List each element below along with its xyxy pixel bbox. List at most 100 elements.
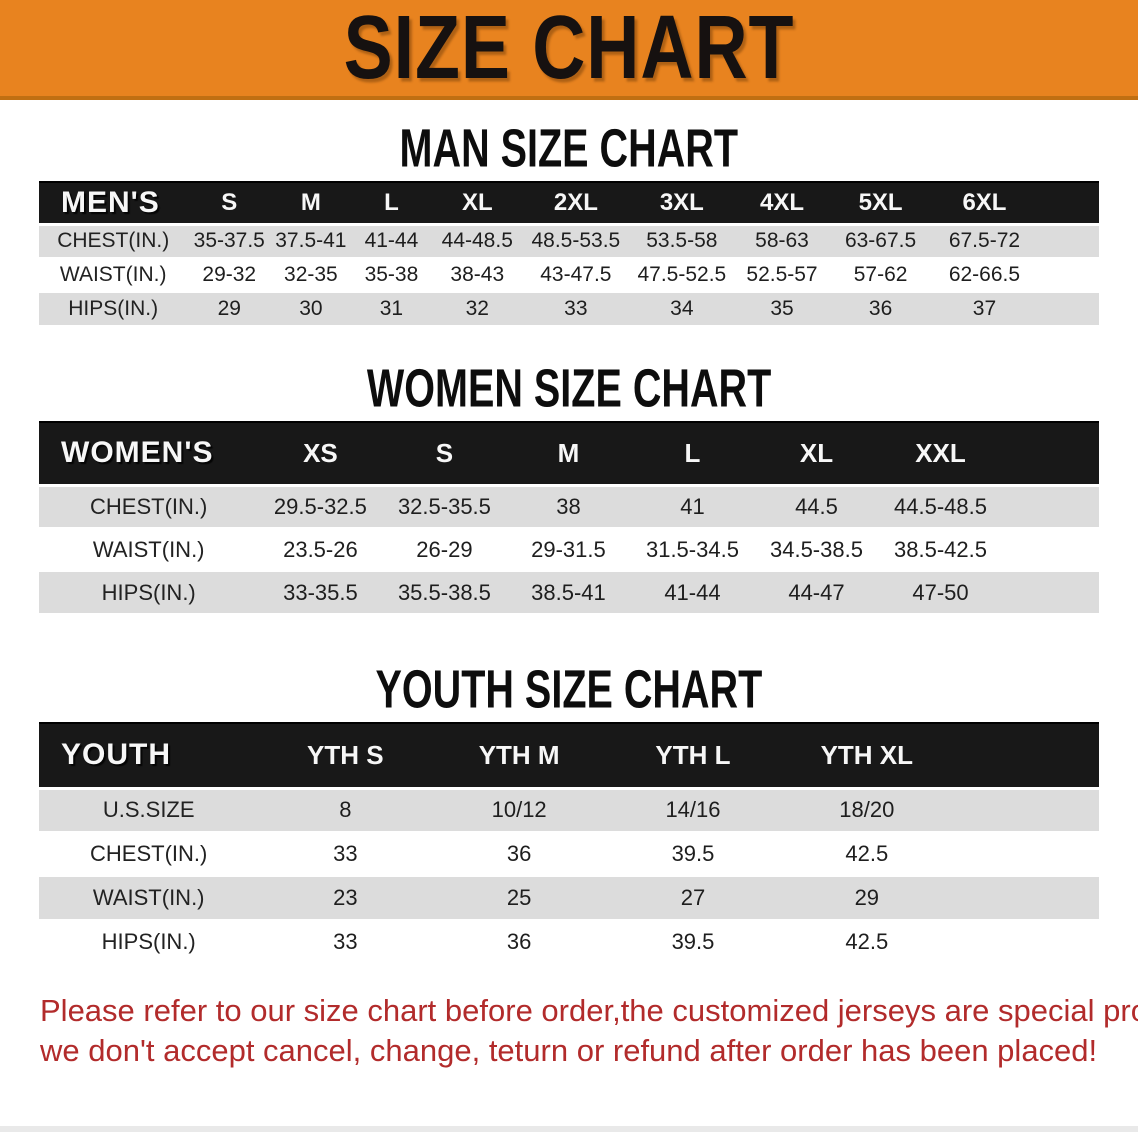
- men-header-spacer: [1037, 181, 1099, 226]
- row-spacer: [1002, 571, 1099, 615]
- table-row: U.S.SIZE 8 10/12 14/16 18/20: [39, 788, 1099, 833]
- table-cell: 29-31.5: [506, 528, 631, 572]
- table-cell: 31.5-34.5: [630, 528, 755, 572]
- table-cell: 31: [350, 292, 433, 327]
- women-size-header: L: [630, 421, 755, 487]
- women-header-row: WOMEN'S XS S M L XL XXL: [39, 421, 1099, 487]
- row-spacer: [953, 788, 1099, 833]
- youth-ussize-row-label: U.S.SIZE: [39, 788, 259, 833]
- table-cell: 23.5-26: [258, 528, 383, 572]
- order-notice-line1: Please refer to our size chart before or…: [40, 993, 1138, 1028]
- women-waist-row-label: WAIST(IN.): [39, 528, 259, 572]
- table-cell: 26-29: [382, 528, 507, 572]
- table-row: HIPS(IN.) 29 30 31 32 33 34 35 36 37: [39, 292, 1099, 327]
- bottom-edge-strip: [0, 1126, 1138, 1132]
- row-spacer: [1037, 258, 1099, 293]
- table-cell: 23: [258, 876, 433, 921]
- men-size-header: 5XL: [829, 181, 932, 226]
- men-size-header: S: [187, 181, 272, 226]
- table-row: WAIST(IN.) 23 25 27 29: [39, 876, 1099, 921]
- table-cell: 38: [506, 485, 631, 529]
- youth-size-header: YTH S: [258, 722, 433, 790]
- table-cell: 38-43: [432, 258, 523, 293]
- table-cell: 35-37.5: [187, 224, 272, 259]
- women-size-header: M: [506, 421, 631, 487]
- table-cell: 37: [931, 292, 1038, 327]
- table-cell: 47.5-52.5: [629, 258, 735, 293]
- table-cell: 10/12: [432, 788, 607, 833]
- men-size-header: 4XL: [734, 181, 830, 226]
- row-spacer: [1037, 224, 1099, 259]
- table-cell: 29: [187, 292, 272, 327]
- women-section-heading: WOMEN SIZE CHART: [0, 360, 1138, 421]
- table-cell: 41-44: [350, 224, 433, 259]
- table-cell: 63-67.5: [829, 224, 932, 259]
- men-section-heading: MAN SIZE CHART: [0, 120, 1138, 181]
- row-spacer: [1002, 485, 1099, 529]
- women-section-heading-text: WOMEN SIZE CHART: [366, 357, 772, 419]
- men-header-row: MEN'S S M L XL 2XL 3XL 4XL 5XL 6XL: [39, 181, 1099, 226]
- row-spacer: [953, 832, 1099, 877]
- men-size-header: M: [271, 181, 351, 226]
- table-row: WAIST(IN.) 29-32 32-35 35-38 38-43 43-47…: [39, 258, 1099, 293]
- table-cell: 44.5-48.5: [878, 485, 1003, 529]
- table-cell: 58-63: [734, 224, 830, 259]
- row-spacer: [1002, 528, 1099, 572]
- men-size-header: 2XL: [522, 181, 630, 226]
- table-cell: 29: [779, 876, 954, 921]
- table-cell: 34: [629, 292, 735, 327]
- table-cell: 33: [258, 832, 433, 877]
- row-spacer: [1037, 292, 1099, 327]
- table-cell: 52.5-57: [734, 258, 830, 293]
- table-cell: 33-35.5: [258, 571, 383, 615]
- table-cell: 27: [606, 876, 780, 921]
- table-cell: 32: [432, 292, 523, 327]
- table-cell: 36: [829, 292, 932, 327]
- table-cell: 41: [630, 485, 755, 529]
- men-size-table: MEN'S S M L XL 2XL 3XL 4XL 5XL 6XL CHEST…: [39, 181, 1099, 327]
- table-cell: 48.5-53.5: [522, 224, 630, 259]
- men-table-label: MEN'S: [39, 181, 188, 226]
- table-row: CHEST(IN.) 35-37.5 37.5-41 41-44 44-48.5…: [39, 224, 1099, 259]
- youth-size-header: YTH L: [606, 722, 780, 790]
- youth-size-header: YTH M: [432, 722, 607, 790]
- table-row: HIPS(IN.) 33 36 39.5 42.5: [39, 920, 1099, 965]
- table-cell: 53.5-58: [629, 224, 735, 259]
- order-notice: Please refer to our size chart before or…: [40, 991, 1138, 1071]
- table-cell: 43-47.5: [522, 258, 630, 293]
- men-size-header: XL: [432, 181, 523, 226]
- order-notice-line2: we don't accept cancel, change, teturn o…: [40, 1033, 1098, 1068]
- men-chest-row-label: CHEST(IN.): [39, 224, 188, 259]
- table-cell: 36: [432, 832, 607, 877]
- youth-header-spacer: [953, 722, 1099, 790]
- youth-hips-row-label: HIPS(IN.): [39, 920, 259, 965]
- youth-size-header: YTH XL: [779, 722, 954, 790]
- table-cell: 29-32: [187, 258, 272, 293]
- men-hips-row-label: HIPS(IN.): [39, 292, 188, 327]
- table-cell: 8: [258, 788, 433, 833]
- men-size-header: 6XL: [931, 181, 1038, 226]
- table-cell: 30: [271, 292, 351, 327]
- banner-title: SIZE CHART: [343, 0, 795, 98]
- table-cell: 39.5: [606, 920, 780, 965]
- youth-chest-row-label: CHEST(IN.): [39, 832, 259, 877]
- table-cell: 36: [432, 920, 607, 965]
- youth-waist-row-label: WAIST(IN.): [39, 876, 259, 921]
- size-chart-banner: SIZE CHART: [0, 0, 1138, 100]
- table-cell: 32-35: [271, 258, 351, 293]
- row-spacer: [953, 920, 1099, 965]
- table-row: CHEST(IN.) 33 36 39.5 42.5: [39, 832, 1099, 877]
- table-cell: 32.5-35.5: [382, 485, 507, 529]
- women-table-label: WOMEN'S: [39, 421, 259, 487]
- table-cell: 18/20: [779, 788, 954, 833]
- table-cell: 47-50: [878, 571, 1003, 615]
- women-size-header: XS: [258, 421, 383, 487]
- table-cell: 44-48.5: [432, 224, 523, 259]
- women-hips-row-label: HIPS(IN.): [39, 571, 259, 615]
- women-size-header: S: [382, 421, 507, 487]
- youth-section-heading-text: YOUTH SIZE CHART: [375, 658, 763, 720]
- men-section-heading-text: MAN SIZE CHART: [399, 117, 739, 179]
- table-cell: 37.5-41: [271, 224, 351, 259]
- table-cell: 67.5-72: [931, 224, 1038, 259]
- table-cell: 35: [734, 292, 830, 327]
